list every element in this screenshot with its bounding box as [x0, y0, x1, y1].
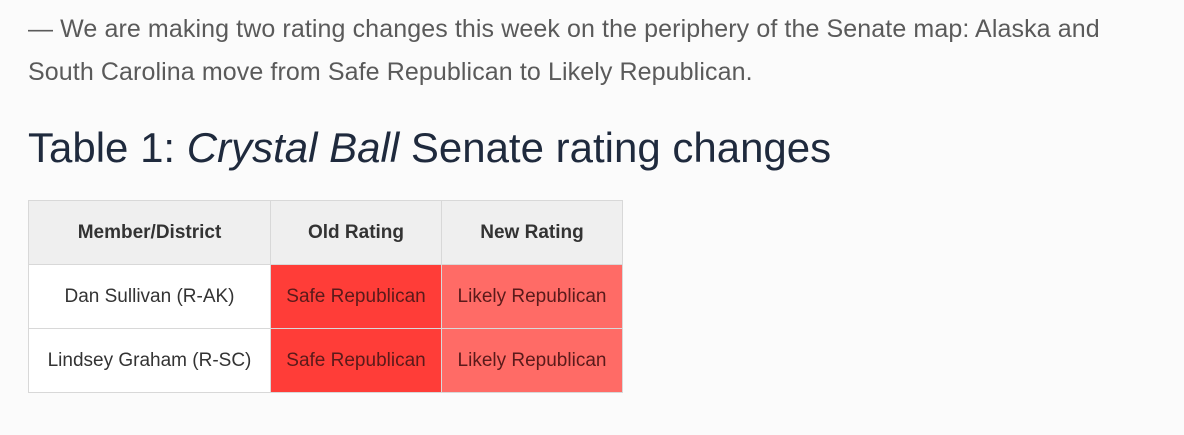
table-header-row: Member/District Old Rating New Rating [28, 200, 623, 265]
new-rating-cell: Likely Republican [441, 264, 623, 329]
table-title-suffix: Senate rating changes [399, 124, 832, 171]
member-cell: Lindsey Graham (R-SC) [28, 328, 271, 393]
table-title-italic: Crystal Ball [186, 124, 400, 171]
table-title-prefix: Table 1: [28, 124, 187, 171]
old-rating-cell: Safe Republican [270, 328, 442, 393]
table-row: Dan Sullivan (R-AK) Safe Republican Like… [28, 264, 623, 329]
new-rating-cell: Likely Republican [441, 328, 623, 393]
table-title: Table 1: Crystal Ball Senate rating chan… [28, 122, 831, 174]
intro-paragraph: — We are making two rating changes this … [28, 15, 1100, 86]
header-member-district: Member/District [28, 200, 271, 265]
table-row: Lindsey Graham (R-SC) Safe Republican Li… [28, 328, 623, 393]
header-old-rating: Old Rating [270, 200, 442, 265]
old-rating-cell: Safe Republican [270, 264, 442, 329]
rating-changes-table: Member/District Old Rating New Rating Da… [28, 200, 623, 393]
member-cell: Dan Sullivan (R-AK) [28, 264, 271, 329]
header-new-rating: New Rating [441, 200, 623, 265]
